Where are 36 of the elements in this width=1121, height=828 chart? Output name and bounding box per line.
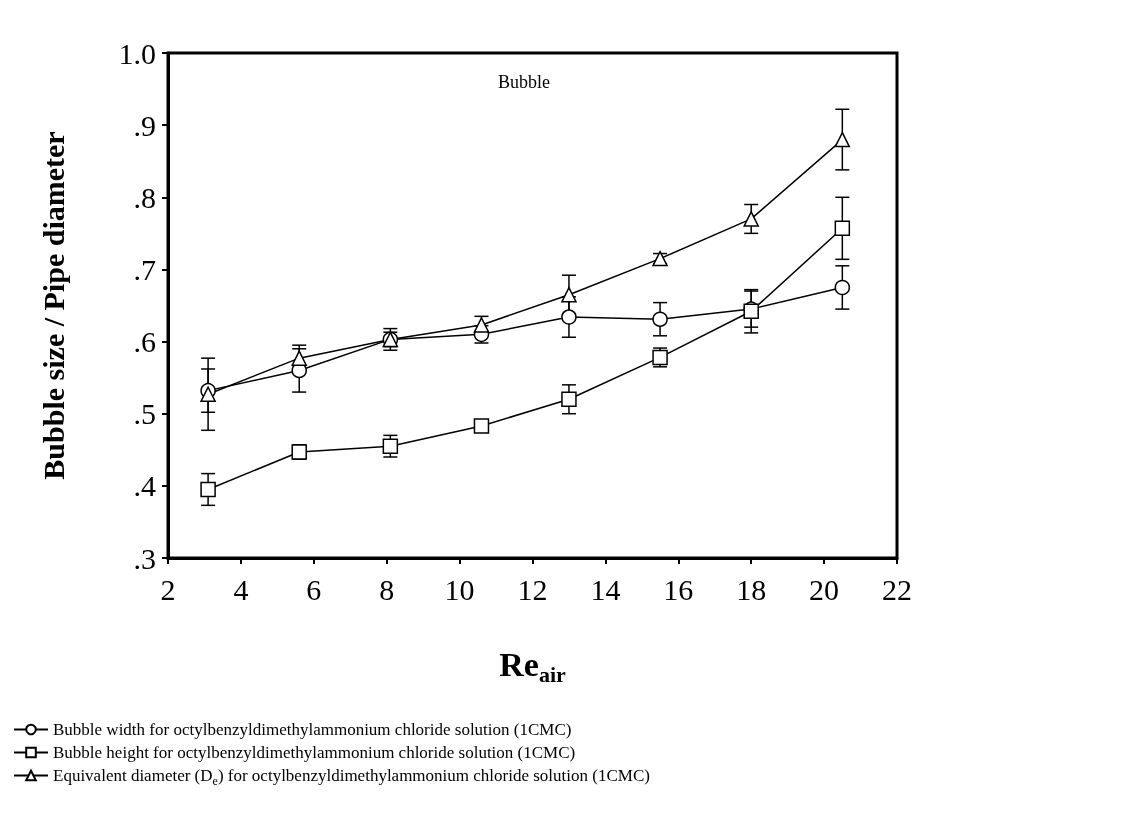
point	[291, 350, 307, 366]
point	[473, 418, 490, 434]
x-tick-label: 2	[160, 572, 176, 606]
point	[652, 311, 668, 327]
x-tick-label: 22	[882, 572, 912, 606]
legend-label: Bubble height for octylbenzyldimethylammonium chloride solution (1CMC)	[53, 743, 576, 762]
x-tick-label: 10	[444, 572, 475, 606]
point	[382, 438, 399, 454]
y-tick-label: .7	[133, 252, 156, 286]
point	[200, 481, 216, 498]
y-tick-label: .4	[133, 469, 156, 503]
y-tick-label: .5	[133, 397, 156, 431]
legend-label: Bubble width for octylbenzyldimethylammonium chloride solution (1CMC)	[53, 720, 572, 739]
y-tick-label: .6	[133, 325, 156, 359]
annotation: Bubble	[498, 72, 551, 92]
point	[834, 131, 851, 148]
y-tick-label: .3	[133, 541, 156, 575]
x-tick-label: 14	[590, 572, 621, 606]
x-tick-label: 18	[736, 572, 767, 606]
point	[200, 386, 216, 402]
point	[743, 211, 759, 227]
y-tick-label: 1.0	[118, 36, 156, 70]
point	[834, 220, 851, 237]
x-tick-label: 8	[379, 572, 395, 606]
x-tick-label: 20	[809, 572, 840, 606]
y-tick-label: .9	[133, 108, 156, 142]
point	[834, 279, 851, 296]
y-axis-title: Bubble size / Pipe diameter	[36, 131, 70, 480]
point	[561, 391, 577, 408]
x-tick-label: 16	[663, 572, 694, 606]
y-tick-label: .8	[133, 180, 156, 214]
x-tick-label: 4	[233, 572, 249, 606]
point	[561, 309, 577, 325]
point	[561, 286, 577, 303]
x-tick-label: 12	[517, 572, 548, 606]
x-tick-label: 6	[306, 572, 322, 606]
